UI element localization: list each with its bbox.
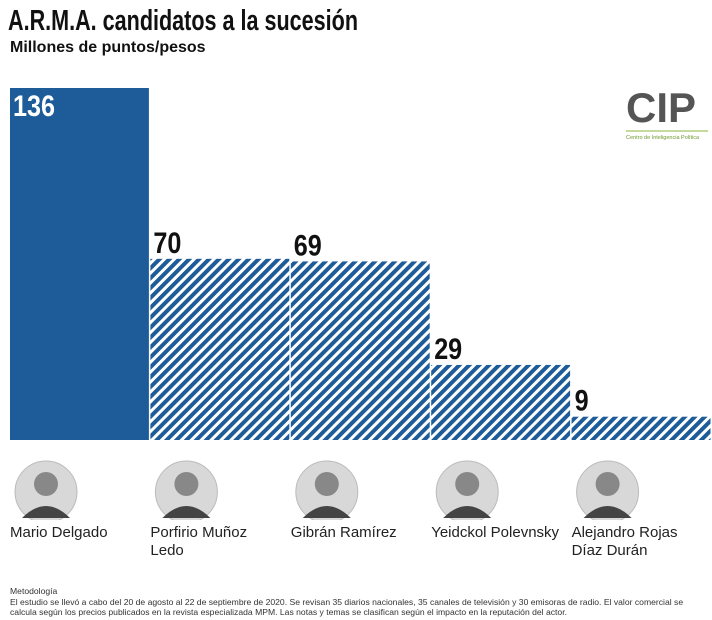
value-label: 136 [13,90,55,123]
bar [150,258,290,440]
bar [290,261,430,440]
portrait-body [162,506,211,518]
portrait-body [302,506,351,518]
chart: A.R.M.A. candidatos a la sucesión Millon… [8,5,711,520]
portrait-body [583,506,632,518]
portrait-head [595,472,620,496]
portrait-head [174,472,199,496]
category-label: Gibrán Ramírez [290,524,397,541]
logo-caption: Centro de Inteligencia Política [626,135,700,141]
chart-title: A.R.M.A. candidatos a la sucesión [8,5,358,37]
methodology: Metodología El estudio se llevó a cabo d… [10,586,710,618]
value-label: 69 [294,229,322,262]
category-label: Alejandro Rojas Díaz Durán [571,524,678,559]
value-label: 29 [434,333,462,366]
logo: CIP [626,84,696,131]
bar [571,416,711,440]
portrait-head [314,472,339,496]
bar [431,364,571,440]
portrait-head [34,472,58,496]
value-label: 70 [153,227,181,260]
category-label: Yeidckol Polevnsky [431,524,560,541]
portrait-head [455,472,480,496]
chart-subtitle: Millones de puntos/pesos [10,39,206,56]
value-label: 9 [575,385,589,418]
note-text: El estudio se llevó a cabo del 20 de ago… [10,596,684,618]
category-label: Porfirio Muñoz Ledo [150,524,248,559]
note-title: Metodología [10,586,58,596]
bar [10,88,149,440]
category-label: Mario Delgado [10,524,108,541]
portrait-body [443,506,492,518]
portrait-body [22,506,70,518]
